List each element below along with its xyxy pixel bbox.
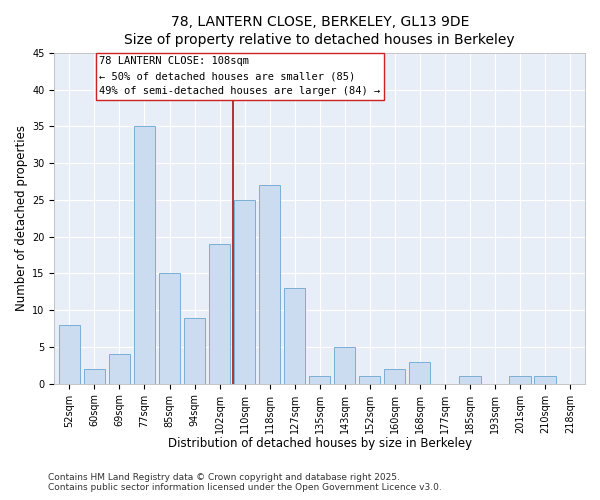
Bar — [134, 126, 155, 384]
Y-axis label: Number of detached properties: Number of detached properties — [15, 125, 28, 311]
Title: 78, LANTERN CLOSE, BERKELEY, GL13 9DE
Size of property relative to detached hous: 78, LANTERN CLOSE, BERKELEY, GL13 9DE Si… — [124, 15, 515, 48]
Bar — [159, 274, 180, 384]
Bar — [384, 369, 406, 384]
Text: 78 LANTERN CLOSE: 108sqm
← 50% of detached houses are smaller (85)
49% of semi-d: 78 LANTERN CLOSE: 108sqm ← 50% of detach… — [100, 56, 380, 96]
Bar — [334, 347, 355, 384]
Bar — [84, 369, 105, 384]
Bar — [209, 244, 230, 384]
Bar — [284, 288, 305, 384]
Text: Contains HM Land Registry data © Crown copyright and database right 2025.
Contai: Contains HM Land Registry data © Crown c… — [48, 473, 442, 492]
Bar — [359, 376, 380, 384]
Bar — [184, 318, 205, 384]
Bar — [309, 376, 331, 384]
Bar — [234, 200, 255, 384]
X-axis label: Distribution of detached houses by size in Berkeley: Distribution of detached houses by size … — [167, 437, 472, 450]
Bar — [509, 376, 530, 384]
Bar — [259, 185, 280, 384]
Bar — [59, 325, 80, 384]
Bar — [109, 354, 130, 384]
Bar — [459, 376, 481, 384]
Bar — [535, 376, 556, 384]
Bar — [409, 362, 430, 384]
